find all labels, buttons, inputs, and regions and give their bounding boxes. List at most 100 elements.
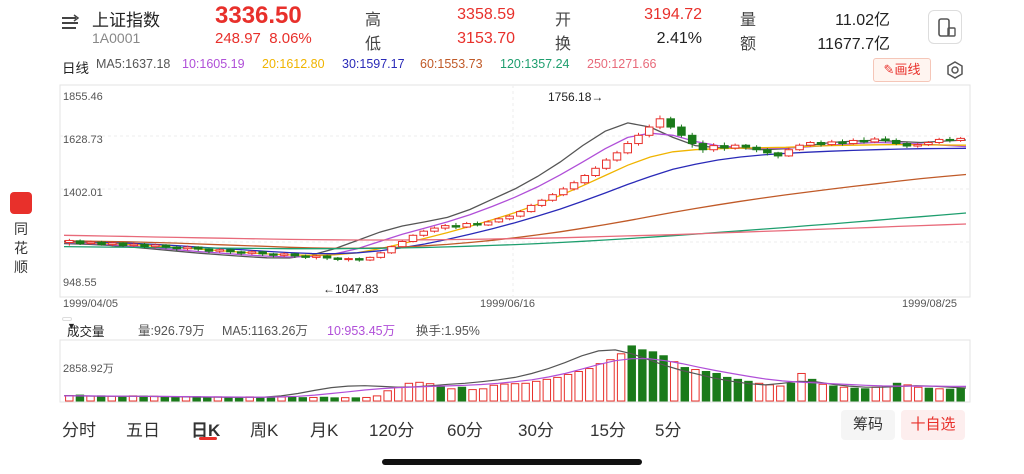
tab-60min[interactable]: 60分 xyxy=(447,421,483,440)
volume-bar xyxy=(733,378,743,402)
candle-body xyxy=(279,253,289,256)
tab-daily-k[interactable]: 日K xyxy=(191,421,221,440)
draw-line-button[interactable]: ✎画线 xyxy=(873,58,931,82)
candle-body xyxy=(376,252,386,258)
candle-body xyxy=(247,251,257,254)
high-mark-label: 1756.18→ xyxy=(548,90,603,104)
volume-bar xyxy=(319,396,329,402)
tab-5min[interactable]: 5分 xyxy=(655,421,682,440)
tab-weekly-k[interactable]: 周K xyxy=(250,421,279,440)
candle-body xyxy=(344,258,353,261)
candle-body xyxy=(86,241,96,245)
candle-body xyxy=(355,258,364,261)
settings-icon[interactable] xyxy=(945,60,965,80)
volume-bar xyxy=(266,396,276,402)
tab-monthly-k[interactable]: 月K xyxy=(310,421,339,440)
volume-bar xyxy=(818,383,827,402)
tonghuashun-logo[interactable]: 同 花 顺 xyxy=(8,192,34,277)
draw-line-label: 画线 xyxy=(894,62,921,77)
candle-body xyxy=(806,142,815,146)
home-indicator xyxy=(382,459,642,465)
volume-bar xyxy=(309,396,318,402)
tab-five-day[interactable]: 五日 xyxy=(126,421,160,440)
volume-bar xyxy=(510,383,520,402)
candle-body xyxy=(161,244,171,248)
candle-body xyxy=(548,194,557,201)
volume-ma10: 10:953.45万 xyxy=(327,324,396,338)
tab-15min[interactable]: 15分 xyxy=(590,421,626,440)
volume-bar xyxy=(298,397,307,402)
candle-body xyxy=(956,137,965,141)
low-mark-label: ←1047.83 xyxy=(323,282,379,296)
tab-120min[interactable]: 120分 xyxy=(369,421,415,440)
add-favorite-button[interactable]: 十自选 xyxy=(901,410,965,440)
menu-icon[interactable] xyxy=(60,14,80,32)
candle-body xyxy=(795,144,804,151)
volume-bar xyxy=(701,371,711,402)
candle-body xyxy=(741,144,751,148)
high-label: 高 xyxy=(365,12,382,29)
candle-body xyxy=(902,143,912,147)
volume-bar xyxy=(478,388,488,402)
candle-body xyxy=(934,138,944,144)
candle-body xyxy=(848,139,858,145)
volume-bar xyxy=(850,387,859,402)
volume-bar xyxy=(340,397,350,402)
tab-30min[interactable]: 30分 xyxy=(518,421,554,440)
candle-body xyxy=(870,138,879,143)
period-label[interactable]: 日线 xyxy=(62,61,89,76)
candle-body xyxy=(397,240,407,248)
volume-bar xyxy=(659,355,668,402)
volume-bar xyxy=(786,382,796,402)
candle-body xyxy=(419,230,428,236)
volume-bar xyxy=(500,383,509,402)
volume-bar xyxy=(807,378,817,402)
x-label-start: 1999/04/05 xyxy=(63,298,118,310)
candle-body xyxy=(698,143,708,151)
tab-intraday[interactable]: 分时 xyxy=(62,421,96,440)
indicator-selector[interactable]: 成交量 ▼ xyxy=(62,317,105,339)
candle-body xyxy=(494,218,504,223)
volume-bar xyxy=(383,390,392,402)
low-label: 低 xyxy=(365,36,382,53)
volume-bar xyxy=(532,380,541,402)
volume-bar xyxy=(468,389,477,402)
volume-bar xyxy=(935,388,944,402)
volume-bar xyxy=(351,397,361,402)
amount-value: 11677.7亿 xyxy=(817,36,890,53)
candle-body xyxy=(784,149,794,157)
candle-body xyxy=(151,244,160,248)
pencil-icon: ✎ xyxy=(883,62,895,77)
ma5-line xyxy=(63,122,967,259)
candle-body xyxy=(516,211,525,217)
volume-bar xyxy=(542,378,552,402)
logo-icon xyxy=(10,192,32,214)
volume-bar xyxy=(585,368,594,402)
index-name[interactable]: 上证指数 xyxy=(92,11,160,30)
candle-body xyxy=(634,134,643,145)
volume-bar xyxy=(754,382,764,402)
volume-bar xyxy=(75,394,85,402)
landscape-toggle-icon[interactable] xyxy=(928,10,962,44)
volume-bar xyxy=(829,385,838,402)
volume-bar xyxy=(415,381,424,402)
chips-button[interactable]: 筹码 xyxy=(841,410,895,440)
logo-char-3: 顺 xyxy=(14,259,28,275)
candle-body xyxy=(440,225,450,229)
volume-bar xyxy=(680,367,690,402)
turnover-value: 2.41% xyxy=(656,30,702,47)
candle-body xyxy=(322,255,332,259)
volume-turnover: 换手:1.95% xyxy=(416,324,480,338)
candle-body xyxy=(473,223,482,226)
volume-bar xyxy=(723,376,732,402)
volume-y-label: 2858.92万 xyxy=(63,363,114,375)
volume-bar xyxy=(447,388,456,402)
volume-bar xyxy=(871,386,881,402)
kline-chart[interactable]: 1855.46 1628.73 1402.01 948.55 1999/04/0… xyxy=(0,0,1024,408)
volume-bar xyxy=(489,384,498,402)
volume-ma-lines xyxy=(63,349,967,398)
open-value: 3194.72 xyxy=(644,6,702,23)
y-label-min: 948.55 xyxy=(63,277,97,289)
volume-bar xyxy=(563,373,573,402)
volume-bar xyxy=(945,388,955,402)
